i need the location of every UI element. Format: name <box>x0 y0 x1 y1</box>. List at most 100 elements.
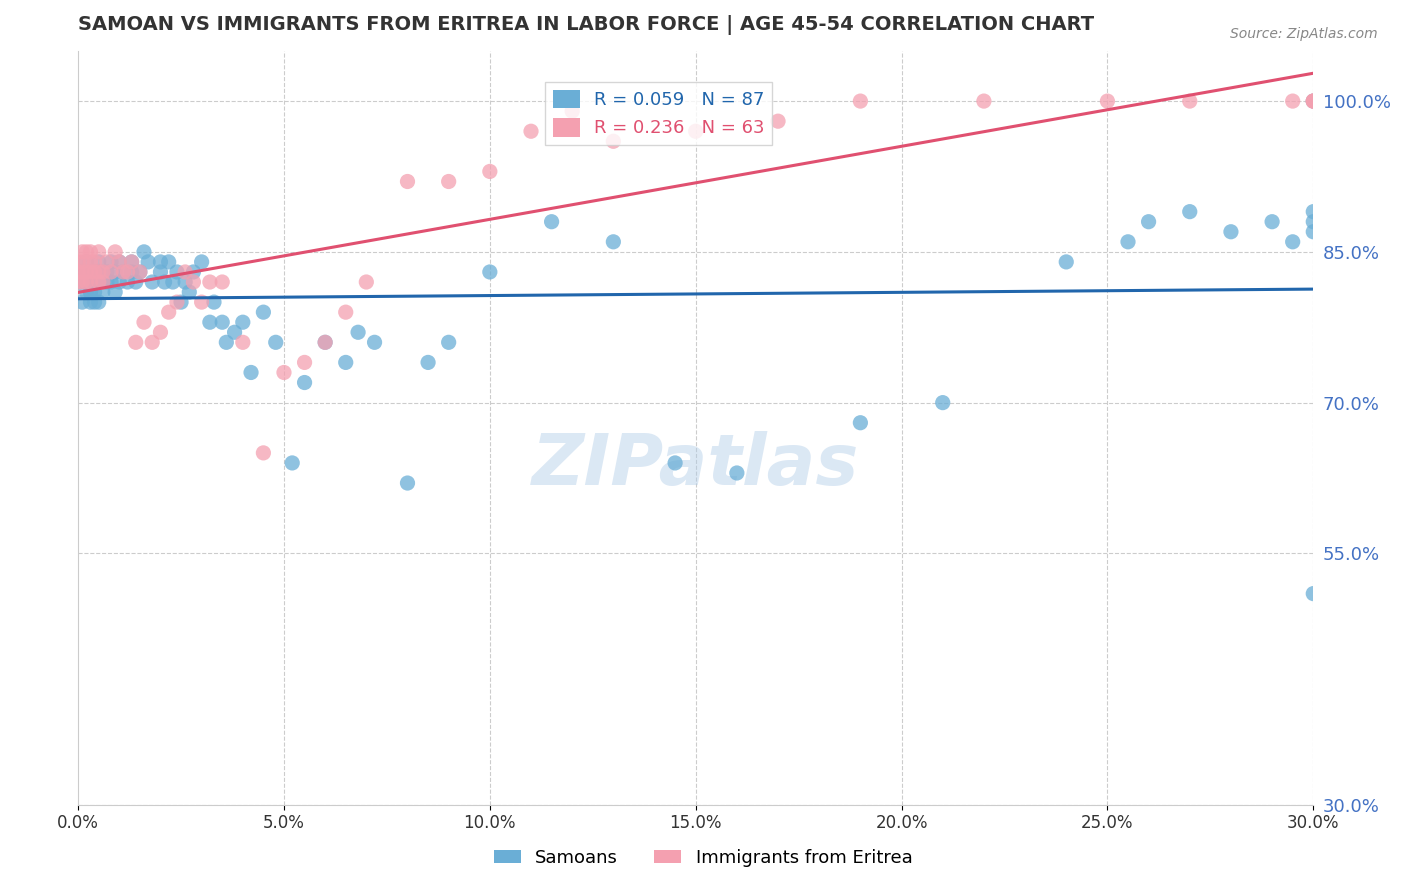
Immigrants from Eritrea <box>83 255 105 269</box>
Samoans <box>83 265 105 279</box>
Samoans <box>121 265 143 279</box>
Immigrants from Eritrea <box>1302 94 1324 108</box>
Immigrants from Eritrea <box>79 275 101 289</box>
Samoans <box>1137 215 1160 229</box>
Samoans <box>416 355 439 369</box>
Immigrants from Eritrea <box>190 295 212 310</box>
Samoans <box>100 275 122 289</box>
Samoans <box>179 285 201 299</box>
Samoans <box>83 285 105 299</box>
Immigrants from Eritrea <box>356 275 378 289</box>
Immigrants from Eritrea <box>141 335 163 350</box>
Samoans <box>100 255 122 269</box>
Samoans <box>347 325 370 339</box>
Samoans <box>149 255 172 269</box>
Immigrants from Eritrea <box>1281 94 1303 108</box>
Samoans <box>1219 225 1241 239</box>
Immigrants from Eritrea <box>83 265 105 279</box>
Immigrants from Eritrea <box>87 275 110 289</box>
Immigrants from Eritrea <box>1302 94 1324 108</box>
Samoans <box>87 265 110 279</box>
Samoans <box>79 285 101 299</box>
Legend: R = 0.059   N = 87, R = 0.236   N = 63: R = 0.059 N = 87, R = 0.236 N = 63 <box>546 82 772 145</box>
Immigrants from Eritrea <box>166 295 188 310</box>
Samoans <box>664 456 686 470</box>
Samoans <box>1302 94 1324 108</box>
Samoans <box>170 295 193 310</box>
Samoans <box>96 275 118 289</box>
Samoans <box>281 456 304 470</box>
Samoans <box>67 275 90 289</box>
Immigrants from Eritrea <box>520 124 543 138</box>
Samoans <box>117 275 139 289</box>
Immigrants from Eritrea <box>67 255 90 269</box>
Samoans <box>1302 225 1324 239</box>
Immigrants from Eritrea <box>183 275 205 289</box>
Immigrants from Eritrea <box>561 104 583 119</box>
Samoans <box>1302 215 1324 229</box>
Samoans <box>112 265 135 279</box>
Immigrants from Eritrea <box>87 265 110 279</box>
Samoans <box>108 255 131 269</box>
Immigrants from Eritrea <box>1097 94 1119 108</box>
Samoans <box>166 265 188 279</box>
Immigrants from Eritrea <box>602 134 624 148</box>
Samoans <box>91 275 114 289</box>
Samoans <box>335 355 357 369</box>
Samoans <box>157 255 180 269</box>
Samoans <box>136 255 159 269</box>
Immigrants from Eritrea <box>314 335 336 350</box>
Immigrants from Eritrea <box>117 265 139 279</box>
Samoans <box>252 305 274 319</box>
Samoans <box>437 335 460 350</box>
Samoans <box>70 295 93 310</box>
Immigrants from Eritrea <box>1178 94 1201 108</box>
Immigrants from Eritrea <box>79 265 101 279</box>
Immigrants from Eritrea <box>70 255 93 269</box>
Samoans <box>83 275 105 289</box>
Samoans <box>79 265 101 279</box>
Immigrants from Eritrea <box>112 265 135 279</box>
Immigrants from Eritrea <box>766 114 789 128</box>
Samoans <box>183 265 205 279</box>
Immigrants from Eritrea <box>252 446 274 460</box>
Samoans <box>849 416 872 430</box>
Samoans <box>75 275 97 289</box>
Samoans <box>87 295 110 310</box>
Samoans <box>602 235 624 249</box>
Immigrants from Eritrea <box>437 174 460 188</box>
Immigrants from Eritrea <box>96 255 118 269</box>
Immigrants from Eritrea <box>132 315 155 329</box>
Samoans <box>1302 204 1324 219</box>
Immigrants from Eritrea <box>232 335 254 350</box>
Samoans <box>87 255 110 269</box>
Text: ZIPatlas: ZIPatlas <box>531 431 859 500</box>
Samoans <box>75 285 97 299</box>
Immigrants from Eritrea <box>396 174 419 188</box>
Samoans <box>174 275 197 289</box>
Immigrants from Eritrea <box>67 265 90 279</box>
Immigrants from Eritrea <box>70 265 93 279</box>
Samoans <box>478 265 501 279</box>
Immigrants from Eritrea <box>75 244 97 259</box>
Text: SAMOAN VS IMMIGRANTS FROM ERITREA IN LABOR FORCE | AGE 45-54 CORRELATION CHART: SAMOAN VS IMMIGRANTS FROM ERITREA IN LAB… <box>79 15 1094 35</box>
Immigrants from Eritrea <box>79 244 101 259</box>
Samoans <box>215 335 238 350</box>
Samoans <box>240 366 263 380</box>
Immigrants from Eritrea <box>128 265 150 279</box>
Samoans <box>1178 204 1201 219</box>
Samoans <box>224 325 246 339</box>
Samoans <box>121 255 143 269</box>
Immigrants from Eritrea <box>91 265 114 279</box>
Text: Source: ZipAtlas.com: Source: ZipAtlas.com <box>1230 27 1378 41</box>
Samoans <box>75 255 97 269</box>
Immigrants from Eritrea <box>174 265 197 279</box>
Samoans <box>932 395 955 409</box>
Samoans <box>1054 255 1077 269</box>
Immigrants from Eritrea <box>1302 94 1324 108</box>
Samoans <box>1116 235 1139 249</box>
Samoans <box>91 265 114 279</box>
Samoans <box>79 295 101 310</box>
Samoans <box>79 285 101 299</box>
Samoans <box>264 335 287 350</box>
